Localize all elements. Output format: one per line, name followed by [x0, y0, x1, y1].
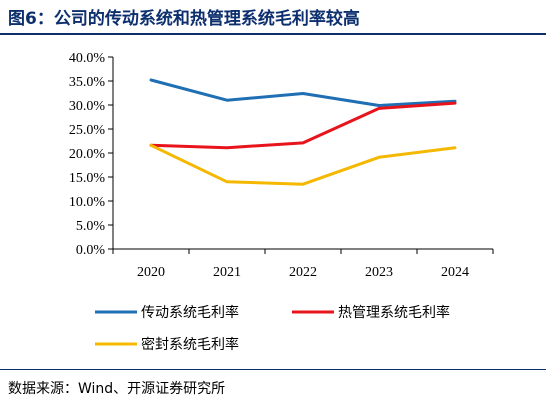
x-tick-label: 2022 [289, 265, 317, 280]
y-axis: 0.0% 5.0% 10.0% 15.0% 20.0% 25.0% 30.0% 35.0% 40… [69, 51, 114, 258]
x-tick-label: 2024 [441, 265, 469, 280]
legend-label-2: 热管理系统毛利率 [338, 304, 450, 321]
y-tick-label: 40.0% [69, 51, 106, 66]
series-line-2 [149, 101, 457, 150]
x-tick-label: 2023 [365, 265, 393, 280]
series-line-3 [149, 143, 457, 186]
y-tick-label: 5.0% [76, 219, 106, 234]
x-axis: 2020 2021 2022 2023 2024 [112, 248, 494, 280]
y-tick-label: 30.0% [69, 99, 106, 114]
title-divider [0, 33, 546, 35]
y-tick-label: 0.0% [76, 243, 106, 258]
legend-label-1: 传动系统毛利率 [141, 304, 239, 321]
y-tick-label: 25.0% [69, 123, 106, 138]
series-lines [149, 78, 457, 186]
source-note: 数据来源：Wind、开源证券研究所 [8, 381, 226, 397]
line-chart: 0.0% 5.0% 10.0% 15.0% 20.0% 25.0% 30.0% 35.0% 40… [69, 51, 494, 353]
page-title: 图6：公司的传动系统和热管理系统毛利率较高 [8, 9, 360, 29]
y-tick-label: 15.0% [69, 171, 106, 186]
y-tick-label: 35.0% [69, 75, 106, 90]
y-tick-label: 10.0% [69, 195, 106, 210]
x-tick-label: 2020 [137, 265, 165, 280]
x-tick-label: 2021 [213, 265, 241, 280]
footer-divider [0, 369, 546, 370]
legend-label-3: 密封系统毛利率 [141, 336, 239, 353]
y-tick-label: 20.0% [69, 147, 106, 162]
series-line-1 [149, 78, 457, 107]
